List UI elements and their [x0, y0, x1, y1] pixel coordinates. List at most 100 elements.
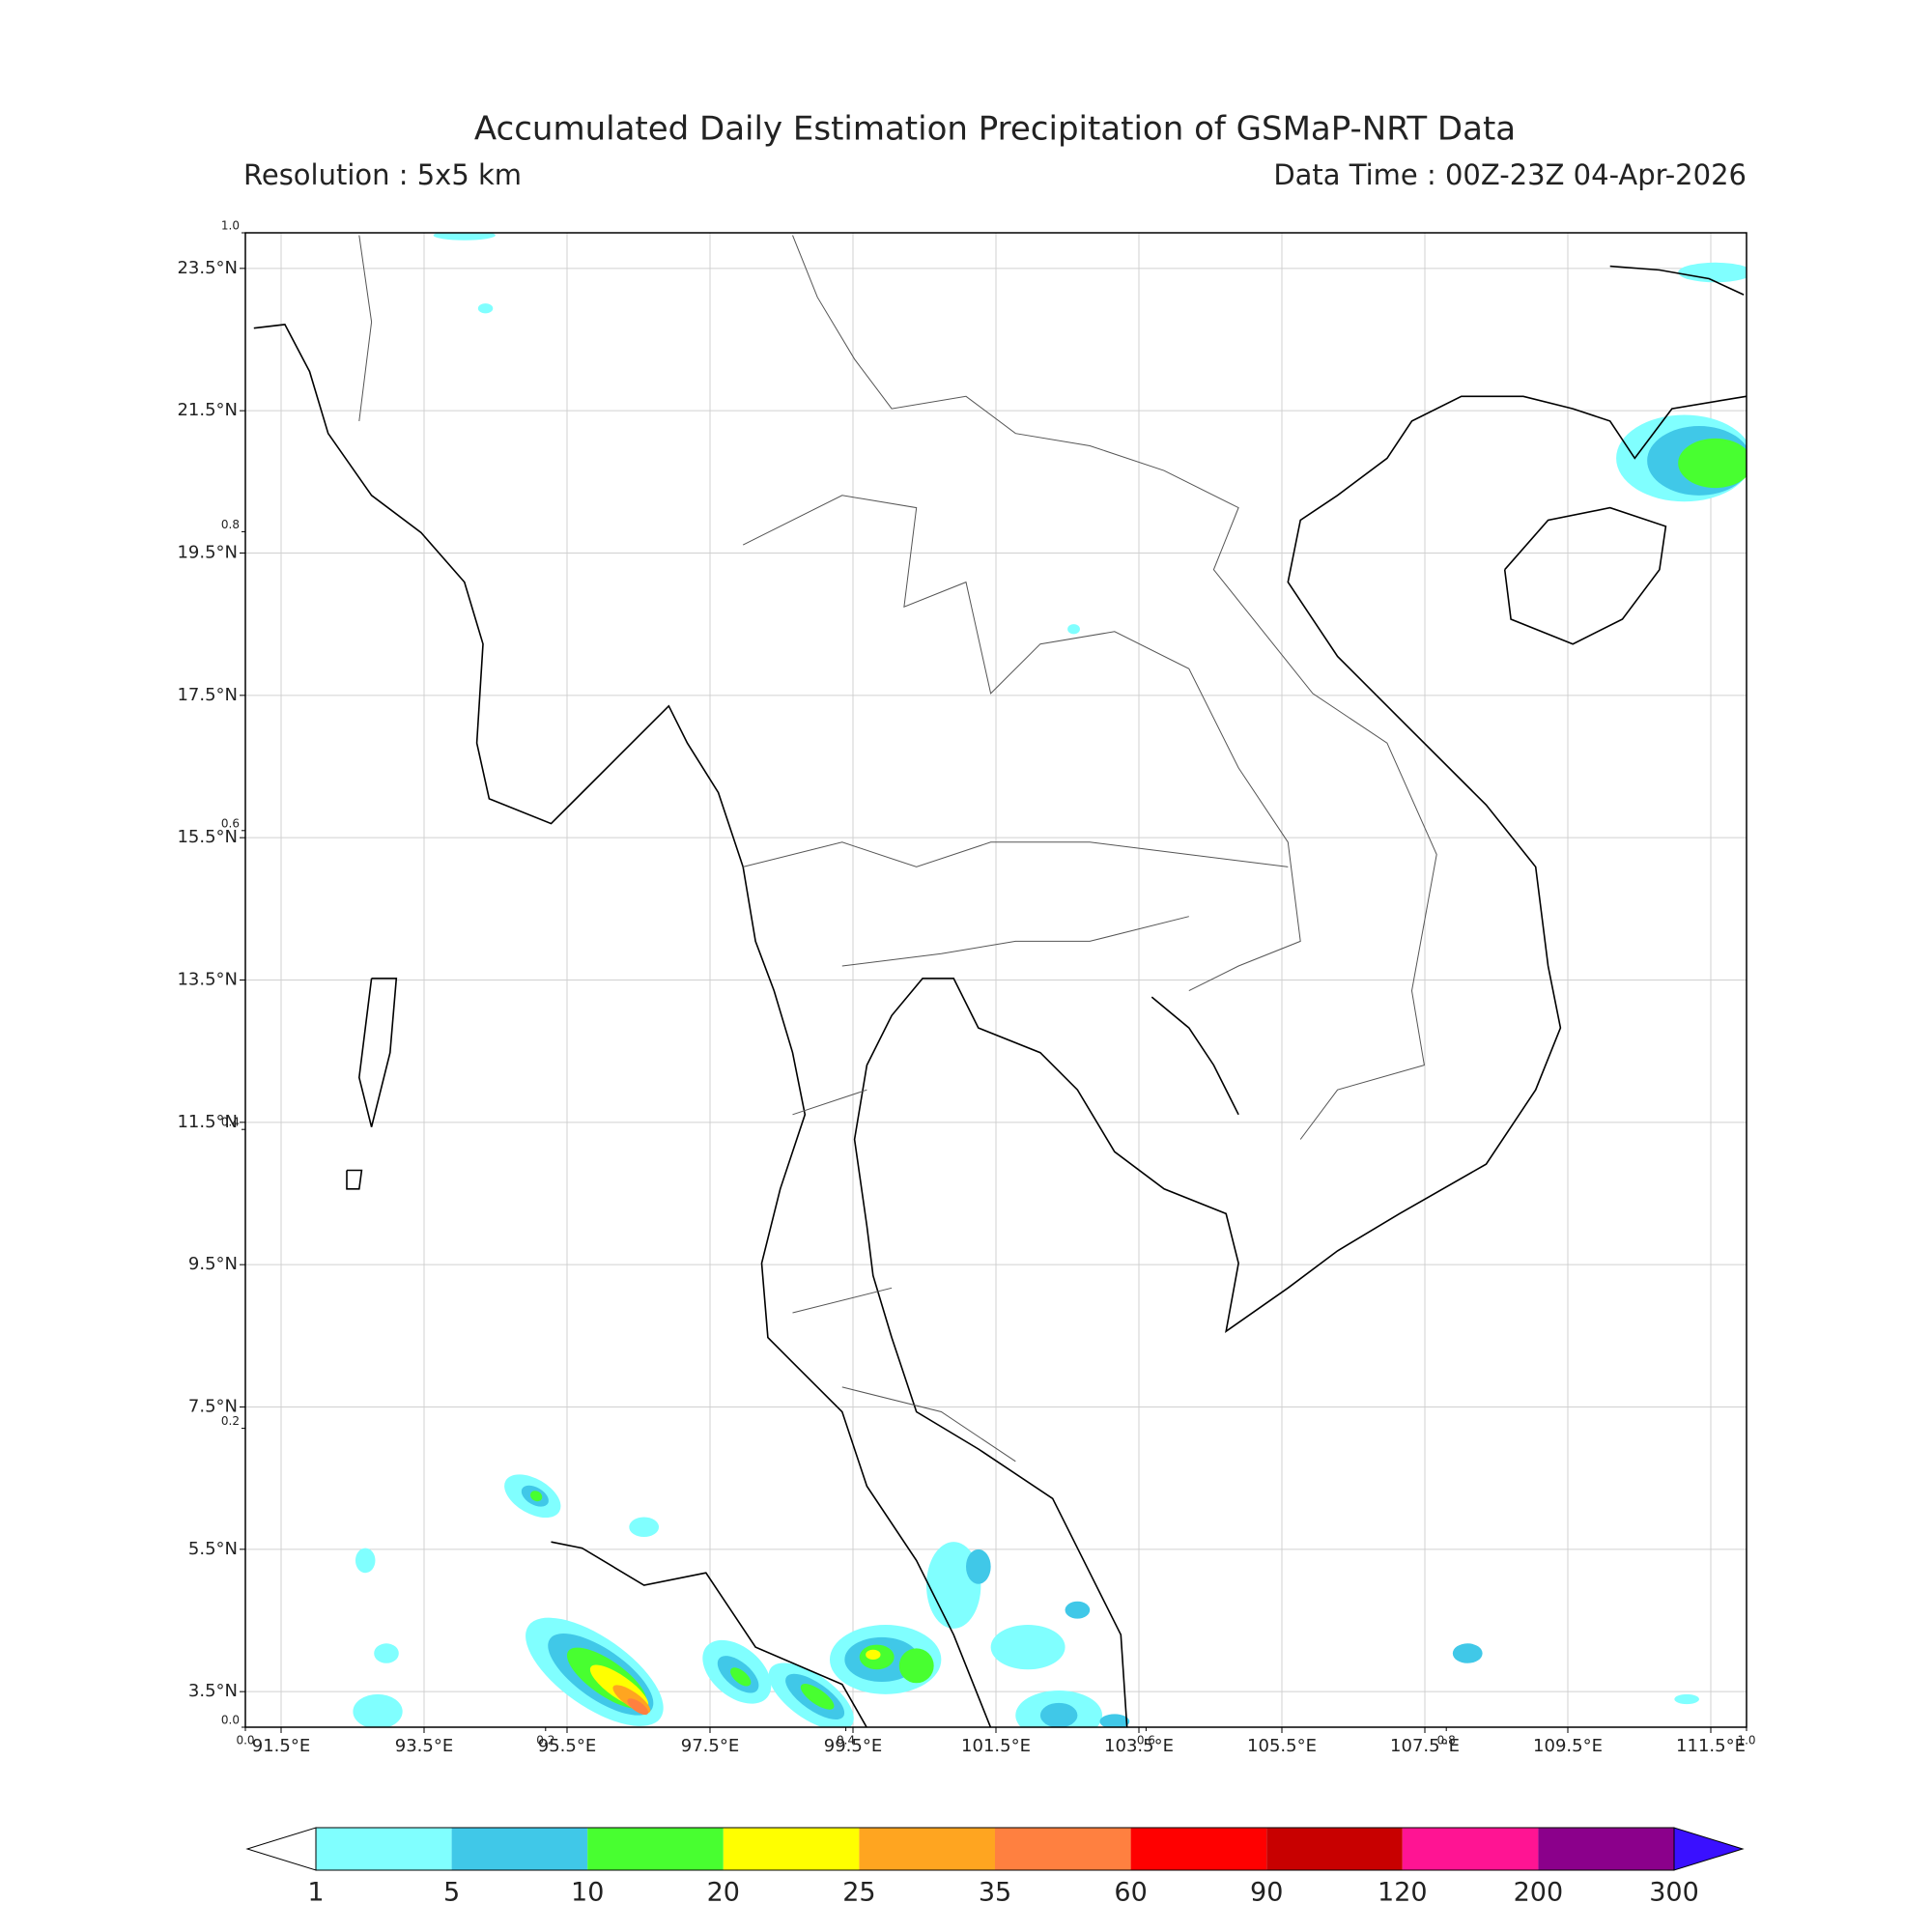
- border: [358, 235, 373, 421]
- precip-area: [1099, 1714, 1130, 1727]
- precip-area: [1065, 1601, 1091, 1619]
- colorbar-box: [451, 1828, 588, 1870]
- colorbar-label: 1: [307, 1878, 324, 1908]
- x-tick-label: 111.5°E: [1676, 1736, 1746, 1756]
- overlay-y-tick-label: 0.8: [221, 518, 240, 531]
- precip-area: [990, 1625, 1065, 1670]
- x-tick-label: 105.5°E: [1247, 1736, 1317, 1756]
- colorbar-box: [1130, 1828, 1267, 1870]
- y-tick-label: 9.5°N: [188, 1254, 238, 1274]
- precip-area: [629, 1517, 660, 1538]
- precip-area: [1452, 1643, 1483, 1663]
- x-tick-label: 95.5°E: [538, 1736, 596, 1756]
- precip-area: [730, 1667, 752, 1687]
- overlay-x-tick-label: 1.0: [1737, 1734, 1755, 1747]
- precip-area: [1039, 1702, 1078, 1727]
- border: [792, 235, 1437, 1140]
- colorbar-box: [316, 1828, 452, 1870]
- precip-area: [355, 1548, 376, 1574]
- x-tick-label: 91.5°E: [252, 1736, 310, 1756]
- x-tick-label: 97.5°E: [681, 1736, 739, 1756]
- coastline: [357, 977, 398, 1127]
- colorbar-box: [859, 1828, 995, 1870]
- colorbar-box: [1266, 1828, 1403, 1870]
- colorbar-label: 10: [571, 1878, 604, 1908]
- overlay-x-tick-label: 0.6: [1137, 1734, 1155, 1747]
- precip-area: [1678, 262, 1747, 283]
- precip-area: [627, 1698, 649, 1716]
- overlay-x-tick-label: 0.2: [536, 1734, 554, 1747]
- colorbar-label: 5: [443, 1878, 460, 1908]
- precip-area: [1674, 1693, 1699, 1705]
- y-tick-label: 23.5°N: [177, 258, 238, 278]
- colorbar-label: 120: [1378, 1878, 1428, 1908]
- border: [742, 495, 1301, 992]
- coastline: [551, 1541, 868, 1727]
- coastline: [253, 324, 992, 1727]
- ticks: 91.5°E 93.5°E 95.5°E 97.5°E 99.5°E 101.5°E 103…: [177, 219, 1755, 1757]
- precip-area: [800, 1684, 835, 1710]
- x-tick-label: 107.5°E: [1390, 1736, 1460, 1756]
- overlay-y-tick-label: 1.0: [221, 219, 240, 233]
- colorbar: 1 5 10 20 25 35 60 90 120 200 300: [245, 1827, 1745, 1908]
- border: [841, 1386, 1016, 1463]
- x-tick-label: 101.5°E: [961, 1736, 1031, 1756]
- coastline: [346, 1169, 363, 1190]
- title: Accumulated Daily Estimation Precipitati…: [474, 110, 1516, 149]
- y-tick-label: 3.5°N: [188, 1681, 238, 1701]
- border: [792, 1089, 867, 1116]
- precip-area: [1067, 624, 1080, 635]
- y-tick-label: 15.5°N: [177, 827, 238, 847]
- border: [841, 916, 1189, 967]
- x-tick-label: 93.5°E: [395, 1736, 453, 1756]
- plot-area: [245, 233, 1747, 1727]
- overlay-x-tick-label: 0.4: [837, 1734, 855, 1747]
- y-tick-label: 19.5°N: [177, 543, 238, 563]
- overlay-x-tick-label: 0.0: [236, 1734, 254, 1747]
- precip-area: [477, 303, 494, 314]
- colorbar-box: [723, 1828, 860, 1870]
- coastline: [1503, 506, 1667, 645]
- y-tick-label: 21.5°N: [177, 400, 238, 420]
- x-tick-label: 99.5°E: [824, 1736, 882, 1756]
- border: [792, 1287, 893, 1314]
- colorbar-box: [587, 1828, 724, 1870]
- overlay-y-tick-label: 0.6: [221, 816, 240, 830]
- overlay-y-tick-label: 0.4: [221, 1116, 240, 1129]
- y-tick-label: 7.5°N: [188, 1397, 238, 1417]
- overlay-y-tick-label: 0.0: [221, 1714, 240, 1727]
- coastline: [1151, 996, 1239, 1116]
- colorbar-label: 35: [979, 1878, 1011, 1908]
- border: [743, 841, 1289, 867]
- x-tick-label: 103.5°E: [1104, 1736, 1174, 1756]
- colorbar-label: 90: [1250, 1878, 1283, 1908]
- coastline: [1609, 265, 1745, 296]
- precip-area: [898, 1648, 934, 1684]
- precip-area: [353, 1693, 403, 1727]
- colorbar-box: [1402, 1828, 1539, 1870]
- colorbar-box: [1538, 1828, 1674, 1870]
- overlay-x-tick-label: 0.8: [1437, 1734, 1456, 1747]
- x-tick-label: 109.5°E: [1533, 1736, 1603, 1756]
- precip-area: [1678, 438, 1747, 489]
- subtitle-left: Resolution : 5x5 km: [243, 158, 522, 191]
- colorbar-label: 20: [707, 1878, 740, 1908]
- precip-area: [530, 1491, 543, 1502]
- y-tick-label: 5.5°N: [188, 1539, 238, 1559]
- colorbar-label: 60: [1114, 1878, 1147, 1908]
- colorbar-label: 300: [1649, 1878, 1699, 1908]
- colorbar-frame: [315, 1827, 1675, 1871]
- precip-area: [966, 1548, 991, 1584]
- y-tick-label: 11.5°N: [177, 1112, 238, 1132]
- colorbar-box: [995, 1828, 1131, 1870]
- precip-area: [866, 1649, 881, 1660]
- coastline: [853, 395, 1747, 1727]
- colorbar-label: 200: [1514, 1878, 1564, 1908]
- y-tick-label: 17.5°N: [177, 685, 238, 705]
- subtitle-right: Data Time : 00Z-23Z 04-Apr-2026: [1273, 158, 1747, 191]
- precip-area: [433, 233, 496, 241]
- overlay-y-tick-label: 0.2: [221, 1414, 240, 1428]
- y-tick-label: 13.5°N: [177, 970, 238, 990]
